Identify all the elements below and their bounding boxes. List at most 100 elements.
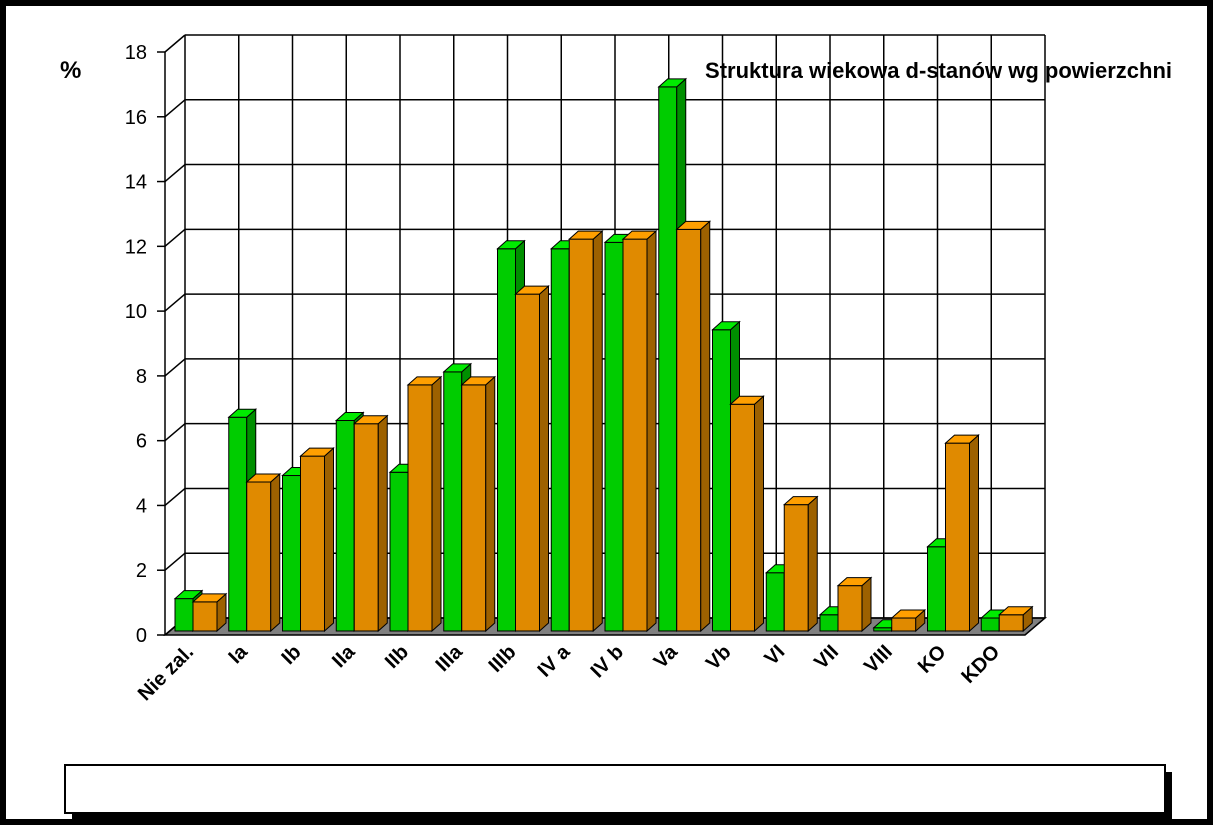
bar-top <box>245 473 282 483</box>
bar-front <box>300 455 325 632</box>
bar-front <box>461 384 487 632</box>
grid-line <box>164 163 186 183</box>
y-axis-label: % <box>60 57 81 84</box>
bar <box>675 220 712 633</box>
bar <box>514 285 550 633</box>
bar-top <box>711 321 741 331</box>
grid-line <box>164 293 186 312</box>
bar <box>836 576 873 633</box>
bar-front <box>228 416 248 632</box>
bar-top <box>944 434 980 444</box>
bar-side <box>270 472 281 633</box>
bar-top <box>836 577 873 587</box>
y-tick-label: 0 <box>136 625 147 647</box>
bar-front <box>658 86 678 632</box>
bar-front <box>676 228 702 632</box>
bar-top <box>442 363 473 373</box>
bar-top <box>890 609 927 619</box>
bar <box>299 446 335 633</box>
bar-side <box>592 229 603 633</box>
y-tick-label: 16 <box>125 107 147 129</box>
bar-front <box>335 419 355 632</box>
bar-front <box>765 572 785 632</box>
bar-front <box>604 241 624 632</box>
bar-front <box>730 403 755 632</box>
bar-front <box>819 614 839 632</box>
bar <box>245 472 282 633</box>
grid-line <box>164 552 186 571</box>
bar-side <box>539 285 549 633</box>
bar-side <box>754 395 764 633</box>
bar-top <box>334 411 365 421</box>
y-tick-label: 6 <box>136 431 147 453</box>
bar-top <box>997 606 1034 616</box>
bar <box>729 395 765 633</box>
bar-top <box>657 78 688 88</box>
bar-side <box>431 375 442 633</box>
bar <box>191 592 228 633</box>
bar-top <box>514 285 550 295</box>
bar-front <box>980 617 1000 632</box>
grid-line <box>164 358 186 377</box>
bar-front <box>443 371 463 632</box>
bar-front <box>407 384 433 632</box>
bar-top <box>567 230 604 240</box>
bar-front <box>550 248 570 632</box>
grid-line <box>164 99 186 118</box>
bar-side <box>646 229 657 633</box>
bar <box>567 229 604 633</box>
bar-side <box>861 576 872 633</box>
bar-top <box>460 376 497 386</box>
bar-side <box>807 495 818 633</box>
bar <box>352 414 389 633</box>
bar <box>460 375 497 633</box>
bar-front <box>282 475 301 632</box>
bar-front <box>192 601 218 632</box>
bar-side <box>969 434 979 633</box>
bar-top <box>406 376 443 386</box>
bar-top <box>299 447 335 457</box>
bar <box>621 229 658 633</box>
y-tick-label: 8 <box>136 366 147 388</box>
grid-line <box>164 423 186 442</box>
bar-side <box>485 375 496 633</box>
bar-front <box>945 442 970 632</box>
bar-front <box>515 293 540 632</box>
bar-front <box>998 614 1024 632</box>
y-tick-label: 12 <box>125 236 147 258</box>
grid-line <box>164 487 186 507</box>
bar-top <box>352 415 389 425</box>
bar-side <box>324 446 334 633</box>
bar-front <box>353 423 379 632</box>
bar-front <box>712 329 731 632</box>
bar <box>997 605 1034 633</box>
bar <box>944 434 980 633</box>
bar-front <box>174 598 194 632</box>
bar-front <box>497 248 516 632</box>
chart-title: Struktura wiekowa d-stanów wg powierzchn… <box>705 58 1172 83</box>
bar-side <box>377 414 388 633</box>
bar-front <box>891 617 917 632</box>
legend <box>64 764 1166 814</box>
bar-top <box>496 240 526 250</box>
bar-front <box>927 546 946 632</box>
bar-front <box>389 471 409 632</box>
grid-line <box>164 228 186 247</box>
y-tick-label: 14 <box>125 172 147 194</box>
bar-side <box>700 220 711 633</box>
bar-front <box>568 238 594 632</box>
bar-top <box>191 593 228 603</box>
bar-top <box>675 220 712 230</box>
bar-top <box>782 496 819 506</box>
bar-front <box>837 585 863 632</box>
y-tick-label: 18 <box>125 42 147 64</box>
y-tick-label: 10 <box>125 301 147 323</box>
bar-top <box>227 408 258 418</box>
bar-top <box>621 230 658 240</box>
bar-front <box>246 481 272 632</box>
bar-top <box>173 590 204 600</box>
bar <box>782 495 819 633</box>
bar <box>406 375 443 633</box>
bar <box>890 608 927 633</box>
